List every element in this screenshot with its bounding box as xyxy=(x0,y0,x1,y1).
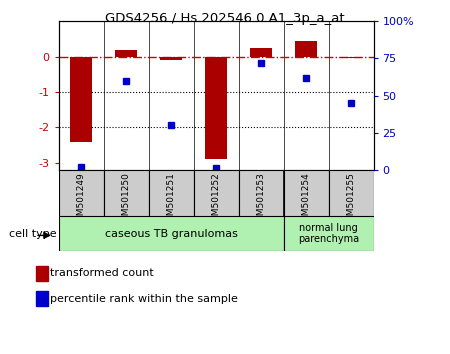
Bar xyxy=(58,170,104,216)
Bar xyxy=(340,57,362,58)
Text: GSM501253: GSM501253 xyxy=(256,172,266,227)
Bar xyxy=(115,50,137,57)
Bar xyxy=(284,170,328,216)
Bar xyxy=(205,57,227,159)
Bar xyxy=(148,170,194,216)
Bar xyxy=(160,57,182,60)
Text: GDS4256 / Hs.202546.0.A1_3p_a_at: GDS4256 / Hs.202546.0.A1_3p_a_at xyxy=(105,12,345,25)
Bar xyxy=(70,57,92,142)
Text: cell type: cell type xyxy=(9,229,57,239)
Text: GSM501252: GSM501252 xyxy=(212,172,220,227)
Bar xyxy=(194,170,238,216)
Text: GSM501250: GSM501250 xyxy=(122,172,130,227)
Bar xyxy=(238,170,284,216)
Bar xyxy=(284,216,374,251)
Bar xyxy=(250,48,272,57)
Text: GSM501255: GSM501255 xyxy=(346,172,356,227)
Text: transformed count: transformed count xyxy=(50,268,154,278)
Text: caseous TB granulomas: caseous TB granulomas xyxy=(104,229,238,239)
Bar xyxy=(58,216,284,251)
Bar xyxy=(328,170,374,216)
Text: GSM501249: GSM501249 xyxy=(76,172,86,227)
Text: percentile rank within the sample: percentile rank within the sample xyxy=(50,294,238,304)
Text: GSM501251: GSM501251 xyxy=(166,172,176,227)
Bar xyxy=(36,291,48,306)
Bar xyxy=(295,41,317,57)
Bar xyxy=(36,266,48,281)
Bar xyxy=(104,170,148,216)
Text: normal lung
parenchyma: normal lung parenchyma xyxy=(298,223,359,245)
Text: GSM501254: GSM501254 xyxy=(302,172,310,227)
